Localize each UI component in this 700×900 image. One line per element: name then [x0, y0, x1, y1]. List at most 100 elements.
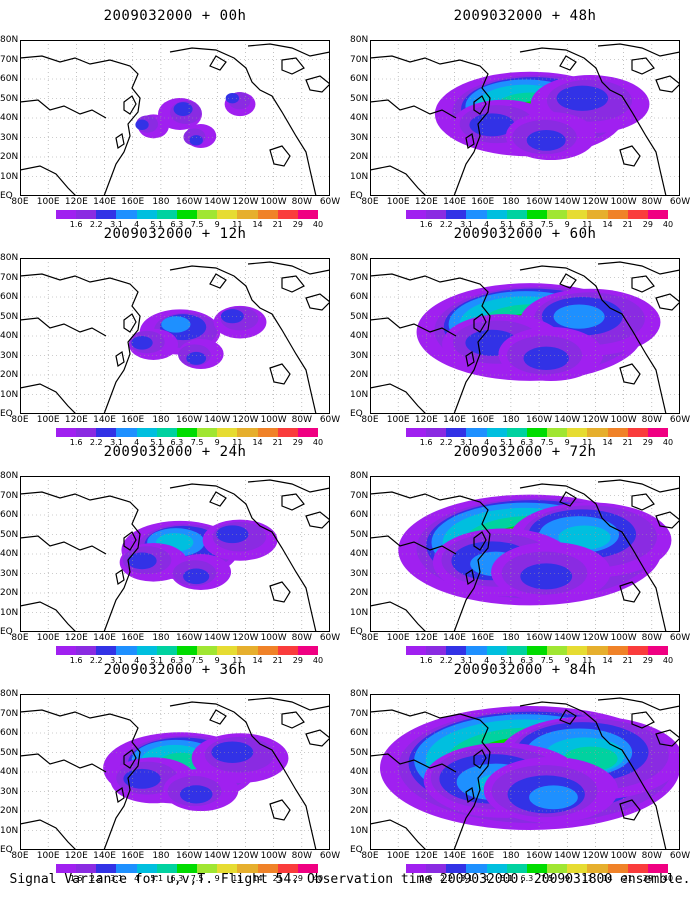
- colorbar-swatch: [277, 428, 298, 437]
- variance-contour: [553, 304, 605, 329]
- colorbar-swatch: [156, 210, 177, 219]
- longitude-label: 120E: [64, 415, 88, 425]
- variance-contour: [127, 552, 157, 570]
- colorbar-swatch: [627, 428, 648, 437]
- colorbar-label: 14: [252, 438, 263, 447]
- colorbar-label: 11: [232, 874, 243, 883]
- colorbar-label: 2.2: [439, 220, 453, 229]
- colorbar-swatch: [156, 646, 177, 655]
- coastline: [370, 819, 427, 850]
- colorbar-swatch: [426, 864, 447, 873]
- colorbar-swatch: [96, 428, 117, 437]
- colorbar-swatch: [56, 428, 77, 437]
- colorbar-label: 14: [252, 656, 263, 665]
- colorbar-label: 11: [582, 438, 593, 447]
- longitude-label: 60W: [319, 851, 341, 861]
- longitude-label: 120W: [232, 415, 259, 425]
- colorbar-swatch: [486, 428, 507, 437]
- latitude-label: 50N: [0, 311, 19, 322]
- colorbar-swatch: [116, 428, 137, 437]
- colorbar-swatch: [277, 864, 298, 873]
- longitude-label: 140W: [204, 415, 231, 425]
- latitude-label: 20N: [350, 588, 369, 598]
- colorbar-label: 14: [252, 220, 263, 229]
- variance-contour: [186, 351, 207, 365]
- longitude-label: 120W: [582, 197, 609, 207]
- longitude-label: 80W: [291, 633, 312, 643]
- colorbar-swatch: [217, 646, 238, 655]
- colorbar-swatch: [406, 428, 427, 437]
- coastline: [20, 99, 107, 119]
- longitude-label: 100E: [36, 197, 60, 207]
- latitude-label: EQ: [0, 191, 13, 201]
- coastline: [20, 709, 141, 850]
- coastline: [559, 273, 577, 289]
- colorbar-label: 6.3: [520, 438, 534, 447]
- colorbar-swatch: [506, 864, 527, 873]
- coastline: [465, 351, 475, 367]
- colorbar-label: 6.3: [170, 656, 184, 665]
- colorbar-swatch: [76, 210, 97, 219]
- longitude-label: 140E: [443, 633, 466, 643]
- colorbar-swatch: [607, 864, 628, 873]
- colorbar-label: 5.1: [500, 874, 514, 883]
- colorbar-label: 6.3: [520, 874, 534, 883]
- coastline: [115, 569, 125, 585]
- colorbar-swatch: [406, 864, 427, 873]
- longitude-label: 100W: [260, 415, 287, 425]
- longitude-label: 160E: [471, 851, 495, 861]
- colorbar-swatch: [607, 210, 628, 219]
- latitude-label: 10N: [0, 171, 19, 182]
- colorbar-swatch: [297, 646, 319, 655]
- colorbar-swatch: [76, 646, 97, 655]
- colorbar-swatch: [96, 864, 117, 873]
- variance-contour: [161, 316, 191, 333]
- colorbar-swatch: [587, 864, 608, 873]
- colorbar-label: 1.6: [69, 874, 83, 883]
- colorbar-label: 40: [312, 656, 324, 665]
- coastline: [370, 99, 457, 119]
- colorbar-label: 5.1: [500, 220, 514, 229]
- colorbar-label: 6.3: [170, 438, 184, 447]
- coastline: [305, 75, 330, 93]
- longitude-label: 100E: [386, 415, 410, 425]
- colorbar-label: 4: [484, 874, 490, 883]
- colorbar-swatch: [156, 864, 177, 873]
- coastline: [269, 363, 291, 385]
- colorbar-label: 2.2: [439, 438, 453, 447]
- coastline: [370, 317, 457, 337]
- colorbar-label: 7.5: [540, 874, 554, 883]
- coastline: [209, 273, 227, 289]
- coastline: [519, 265, 667, 414]
- longitude-label: 80E: [11, 633, 29, 643]
- colorbar-swatch: [426, 210, 447, 219]
- longitude-label: 140W: [204, 197, 231, 207]
- colorbar-swatch: [116, 864, 137, 873]
- longitude-label: 60W: [319, 415, 341, 425]
- coastline: [20, 491, 141, 632]
- latitude-label: 40N: [0, 113, 19, 123]
- panel-title: 2009032000 + 60h: [453, 226, 597, 242]
- colorbar-swatch: [197, 428, 218, 437]
- latitude-label: EQ: [0, 409, 13, 419]
- colorbar-label: 4: [134, 874, 140, 883]
- latitude-label: 60N: [350, 74, 369, 84]
- colorbar-label: 1.6: [419, 656, 433, 665]
- colorbar-label: 40: [312, 874, 324, 883]
- colorbar-label: 14: [602, 220, 613, 229]
- colorbar-label: 5.1: [150, 656, 164, 665]
- colorbar-swatch: [587, 210, 608, 219]
- colorbar-label: 6.3: [170, 874, 184, 883]
- variance-contour: [523, 346, 569, 371]
- latitude-label: 40N: [0, 549, 19, 559]
- colorbar-label: 4: [134, 656, 140, 665]
- longitude-label: 120E: [64, 633, 88, 643]
- longitude-label: 180: [502, 633, 520, 643]
- colorbar-label: 3.1: [460, 220, 473, 229]
- latitude-label: 20N: [350, 806, 369, 816]
- colorbar-swatch: [116, 210, 137, 219]
- colorbar-swatch: [56, 210, 77, 219]
- coastline: [169, 483, 317, 632]
- variance-contour: [183, 568, 210, 585]
- colorbar-label: 1.6: [69, 220, 83, 229]
